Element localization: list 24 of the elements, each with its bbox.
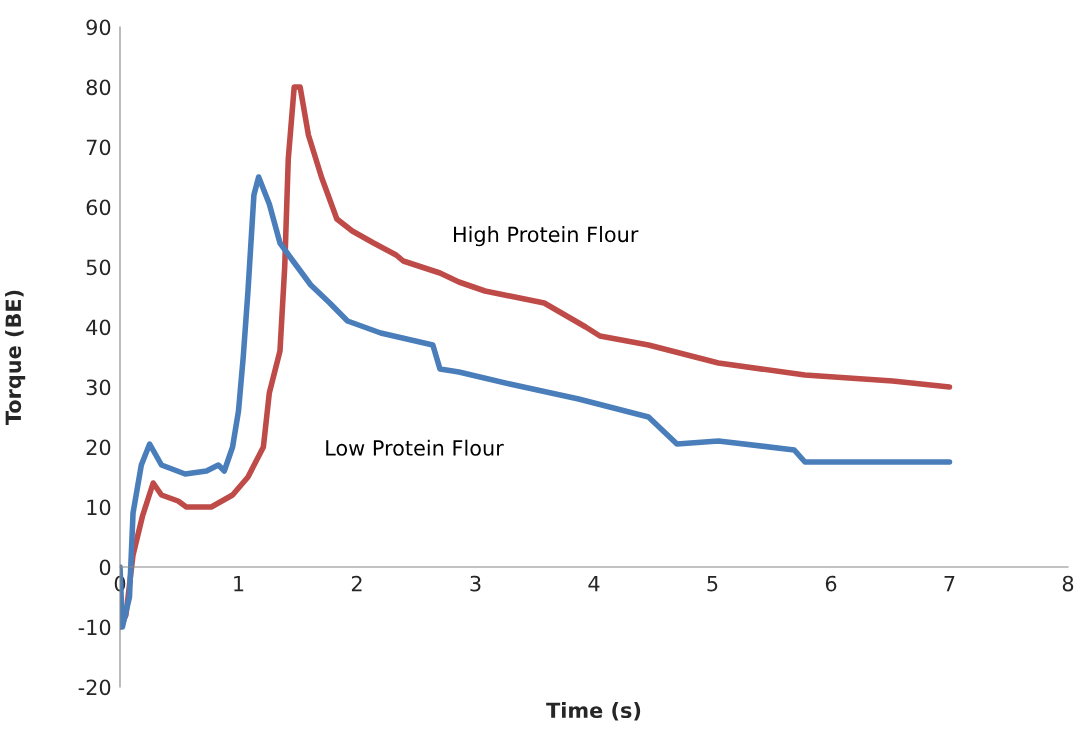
text: Low Protein Flour (326, 439, 504, 456)
y-tick-label: 60 (86, 199, 111, 216)
y-tick-label: -20 (78, 679, 111, 696)
x-tick-label: 1 (234, 575, 244, 592)
y-tick-label: 50 (86, 259, 111, 276)
x-tick-label: 3 (470, 575, 481, 592)
y-tick-label: 10 (87, 499, 111, 516)
y-tick-label: 70 (86, 139, 111, 156)
y-tick-label: 0 (99, 559, 111, 576)
x-tick-label: 5 (707, 575, 718, 592)
y-tick-label: 90 (86, 19, 111, 36)
y-axis-title: Torque (BE) (5, 290, 26, 426)
x-tick-label: 8 (1062, 575, 1074, 592)
y-tick-label: 80 (86, 79, 111, 96)
x-tick-label: 6 (825, 575, 837, 592)
x-tick-label: 4 (588, 575, 600, 592)
x-tick-label: 7 (944, 575, 955, 592)
y-tick-label: 20 (86, 439, 111, 456)
y-tick-label: 30 (86, 379, 111, 396)
x-axis-title: Time (s) (546, 702, 641, 721)
series-label: High Protein Flour (454, 226, 639, 247)
x-tick-label: 2 (351, 575, 362, 592)
y-tick-label: -10 (78, 619, 111, 636)
y-tick-label: 40 (86, 319, 111, 336)
